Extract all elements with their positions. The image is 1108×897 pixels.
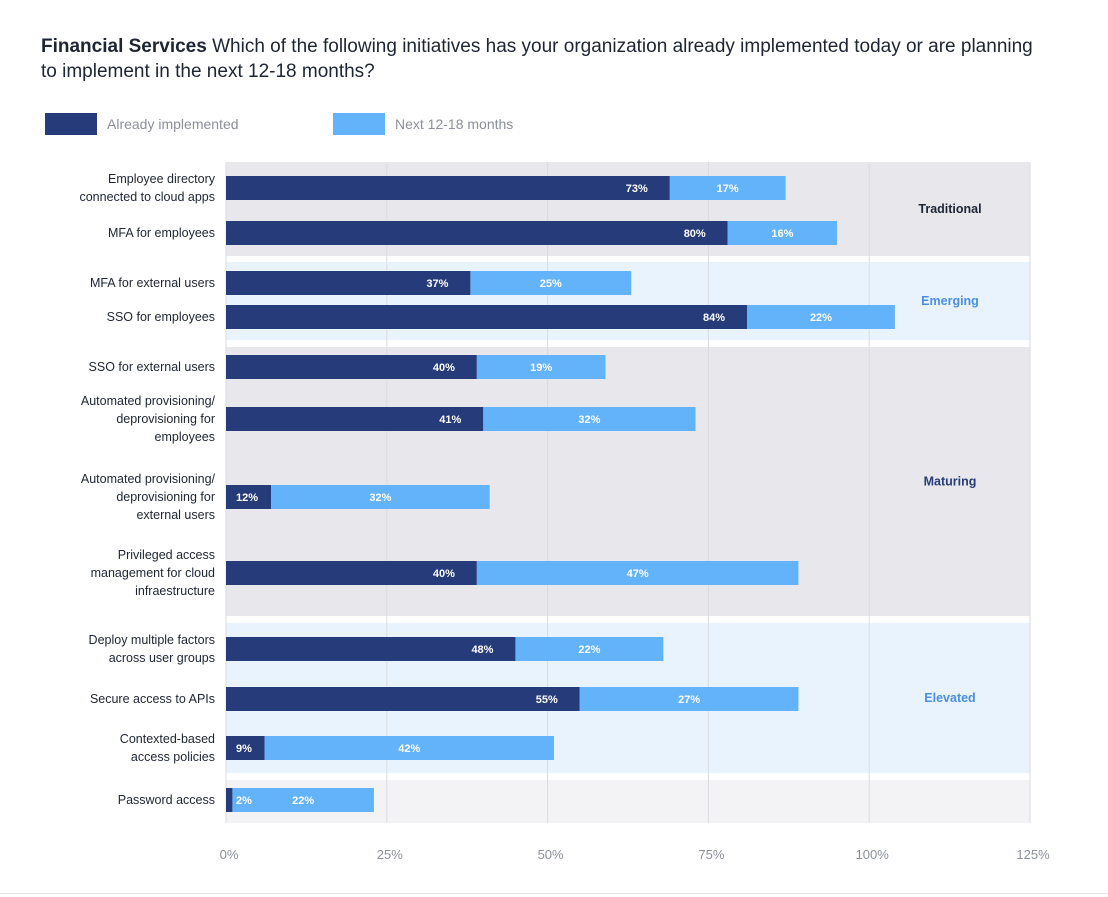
data-label-planned-7: 47% bbox=[627, 568, 649, 580]
bar-implemented-5 bbox=[226, 407, 484, 431]
x-tick-label-2: 50% bbox=[538, 847, 564, 862]
data-label-planned-3: 22% bbox=[810, 312, 832, 324]
category-label-10: Contexted-based access policies bbox=[120, 732, 215, 764]
bar-planned-2 bbox=[470, 271, 632, 295]
data-label-planned-5: 32% bbox=[578, 414, 600, 426]
legend-label-implemented: Already implemented bbox=[107, 116, 239, 132]
category-label-4: SSO for external users bbox=[89, 360, 215, 374]
category-label-3: SSO for employees bbox=[107, 310, 215, 324]
data-label-implemented-11: 2% bbox=[236, 795, 252, 807]
data-label-planned-6: 32% bbox=[369, 492, 391, 504]
category-label-11: Password access bbox=[118, 793, 215, 807]
bar-implemented-7 bbox=[226, 561, 477, 585]
category-label-8: Deploy multiple factors across user group… bbox=[89, 633, 215, 665]
bar-implemented-6 bbox=[226, 485, 272, 509]
legend-swatch-implemented bbox=[45, 113, 97, 135]
x-tick-label-5: 125% bbox=[1016, 847, 1050, 862]
bar-planned-1 bbox=[727, 221, 838, 245]
category-label-2: MFA for external users bbox=[90, 276, 215, 290]
legend-item-implemented: Already implemented bbox=[45, 113, 239, 135]
chart-title-bold: Financial Services bbox=[41, 36, 207, 57]
data-label-implemented-10: 9% bbox=[236, 743, 252, 755]
category-label-0: Employee directory connected to cloud app… bbox=[79, 172, 215, 204]
bar-implemented-3 bbox=[226, 305, 747, 329]
legend-item-planned: Next 12-18 months bbox=[333, 113, 513, 135]
bar-planned-11 bbox=[232, 788, 374, 812]
x-tick-label-3: 75% bbox=[698, 847, 724, 862]
category-label-5: Automated provisioning/deprovisioning fo… bbox=[81, 394, 216, 444]
category-label-7: Privileged access management for cloud inf… bbox=[91, 548, 215, 598]
bar-implemented-1 bbox=[226, 221, 728, 245]
group-label-traditional: Traditional bbox=[918, 202, 981, 216]
bar-implemented-2 bbox=[226, 271, 471, 295]
bar-planned-6 bbox=[271, 485, 490, 509]
data-label-implemented-4: 40% bbox=[433, 362, 455, 374]
legend-swatch-planned bbox=[333, 113, 385, 135]
bar-planned-0 bbox=[669, 176, 786, 200]
bar-planned-10 bbox=[264, 736, 555, 760]
data-label-implemented-0: 73% bbox=[626, 183, 648, 195]
bar-implemented-10 bbox=[226, 736, 265, 760]
bar-implemented-4 bbox=[226, 355, 477, 379]
data-label-planned-9: 27% bbox=[678, 694, 700, 706]
footer-divider bbox=[0, 893, 1108, 894]
bar-implemented-8 bbox=[226, 637, 516, 661]
data-label-implemented-7: 40% bbox=[433, 568, 455, 580]
data-label-planned-4: 19% bbox=[530, 362, 552, 374]
category-labels: Employee directory connected to cloud app… bbox=[79, 172, 215, 807]
data-label-implemented-9: 55% bbox=[536, 694, 558, 706]
data-label-planned-1: 16% bbox=[771, 228, 793, 240]
x-tick-label-0: 0% bbox=[220, 847, 239, 862]
data-label-planned-2: 25% bbox=[540, 278, 562, 290]
x-axis-ticks: 0% 25% 50% 75% 100% 125% bbox=[220, 847, 1050, 862]
bars: 73% 17% 80% 16% 37% 25% 84% 22% 40% 19% 41% 32% 12% 3… bbox=[226, 176, 895, 812]
category-label-1: MFA for employees bbox=[108, 226, 215, 240]
stacked-bar-chart: 73% 17% 80% 16% 37% 25% 84% 22% 40% 19% 41% 32% 12% 3… bbox=[79, 162, 1050, 862]
bar-planned-3 bbox=[746, 305, 895, 329]
bar-implemented-0 bbox=[226, 176, 670, 200]
bar-implemented-9 bbox=[226, 687, 580, 711]
data-label-planned-8: 22% bbox=[578, 644, 600, 656]
category-label-6: Automated provisioning/deprovisioning fo… bbox=[81, 472, 216, 522]
data-label-planned-0: 17% bbox=[717, 183, 739, 195]
data-label-implemented-6: 12% bbox=[236, 492, 258, 504]
group-label-elevated: Elevated bbox=[924, 691, 975, 705]
bar-implemented-11 bbox=[226, 788, 233, 812]
bar-planned-7 bbox=[476, 561, 799, 585]
chart-title-question: Which of the following initiatives has y… bbox=[41, 36, 1033, 82]
data-label-implemented-8: 48% bbox=[471, 644, 493, 656]
x-tick-label-1: 25% bbox=[377, 847, 403, 862]
group-labels: Traditional Emerging Maturing Elevated bbox=[918, 202, 981, 705]
group-label-maturing: Maturing bbox=[924, 475, 977, 489]
data-label-implemented-5: 41% bbox=[439, 414, 461, 426]
x-tick-label-4: 100% bbox=[856, 847, 890, 862]
category-label-9: Secure access to APIs bbox=[90, 692, 215, 706]
data-label-planned-10: 42% bbox=[398, 743, 420, 755]
bar-planned-8 bbox=[515, 637, 664, 661]
data-label-implemented-1: 80% bbox=[684, 228, 706, 240]
bar-planned-9 bbox=[579, 687, 799, 711]
data-label-planned-11: 22% bbox=[292, 795, 314, 807]
group-label-emerging: Emerging bbox=[921, 294, 979, 308]
bar-planned-4 bbox=[476, 355, 606, 379]
legend-label-planned: Next 12-18 months bbox=[395, 116, 514, 132]
chart-title: Financial Services Which of the followin… bbox=[41, 34, 1041, 84]
data-label-implemented-2: 37% bbox=[426, 278, 448, 290]
bar-planned-5 bbox=[483, 407, 696, 431]
data-label-implemented-3: 84% bbox=[703, 312, 725, 324]
